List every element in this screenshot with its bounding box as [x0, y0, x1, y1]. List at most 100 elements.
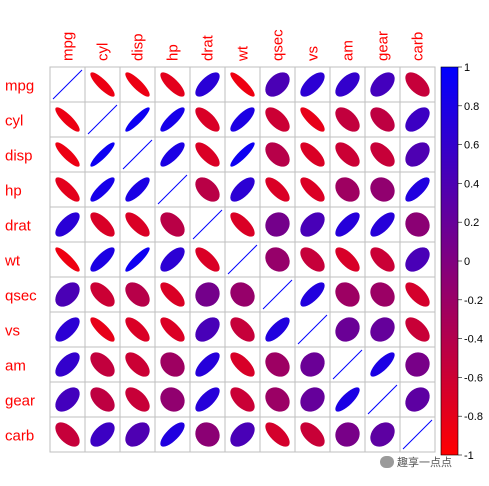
ellipse-carb-vs [300, 422, 325, 447]
ellipse-drat-carb [405, 212, 430, 237]
ellipse-cyl-carb [405, 107, 430, 132]
row-label-vs: vs [5, 323, 20, 340]
ellipse-mpg-drat [195, 72, 220, 97]
ellipse-am-mpg [55, 352, 80, 377]
ellipse-drat-mpg [55, 212, 80, 237]
column-label-drat: drat [200, 34, 217, 61]
ellipse-carb-disp [125, 422, 150, 447]
ellipse-vs-gear [370, 317, 395, 342]
ellipse-wt-cyl [90, 247, 115, 272]
ellipse-drat-hp [160, 212, 185, 237]
legend-tick-label: 0.4 [464, 178, 479, 190]
ellipse-vs-am [335, 317, 360, 342]
ellipse-cyl-gear [370, 107, 395, 132]
ellipse-am-disp [125, 352, 150, 377]
grid-cell [154, 101, 191, 138]
row-label-am: am [5, 358, 26, 375]
column-label-vs: vs [305, 46, 322, 61]
ellipse-wt-carb [405, 247, 430, 272]
ellipse-disp-am [335, 142, 360, 167]
row-label-drat: drat [5, 218, 32, 235]
column-label-gear: gear [375, 31, 392, 61]
ellipse-gear-am [335, 387, 360, 412]
legend-tick-label: -0.8 [464, 411, 483, 423]
diagonal-line [262, 279, 293, 310]
ellipse-carb-am [335, 422, 360, 447]
ellipse-vs-qsec [265, 317, 290, 342]
ellipse-vs-cyl [90, 317, 115, 342]
row-labels: mpg cyl disp hp drat wt qsec vs am gear carb [4, 78, 37, 445]
column-labels: mpg cyl disp hp drat wt qsec vs am gear carb [60, 29, 427, 62]
ellipse-mpg-wt [230, 72, 255, 97]
legend-tick-label: 0.8 [464, 101, 479, 113]
ellipse-gear-wt [230, 387, 255, 412]
row-label-wt: wt [4, 253, 21, 270]
row-label-carb: carb [5, 428, 34, 445]
ellipse-am-wt [230, 352, 255, 377]
ellipse-cyl-disp [125, 107, 150, 132]
ellipse-vs-drat [195, 317, 220, 342]
ellipse-disp-cyl [90, 142, 115, 167]
ellipse-cyl-mpg [55, 107, 80, 132]
ellipse-carb-gear [370, 422, 395, 447]
ellipse-hp-vs [300, 177, 325, 202]
ellipse-wt-hp [160, 247, 185, 272]
ellipse-disp-qsec [265, 142, 290, 167]
ellipse-disp-hp [160, 142, 185, 167]
ellipse-qsec-disp [125, 282, 150, 307]
grid-cell [189, 381, 226, 418]
ellipse-cyl-wt [230, 107, 255, 132]
ellipse-wt-am [335, 247, 360, 272]
ellipse-wt-mpg [55, 247, 80, 272]
diagonal-line [157, 174, 188, 205]
row-label-gear: gear [5, 393, 35, 410]
ellipse-hp-drat [195, 177, 220, 202]
ellipse-hp-mpg [55, 177, 80, 202]
ellipse-vs-wt [230, 317, 255, 342]
column-label-disp: disp [130, 33, 147, 61]
diagonal-line [122, 139, 153, 170]
row-label-cyl: cyl [5, 113, 23, 130]
ellipse-hp-wt [230, 177, 255, 202]
ellipse-drat-am [335, 212, 360, 237]
ellipse-cyl-hp [160, 107, 185, 132]
diagonal-line [332, 349, 363, 380]
ellipse-hp-gear [370, 177, 395, 202]
ellipse-qsec-gear [370, 282, 395, 307]
ellipse-vs-carb [405, 317, 430, 342]
ellipse-carb-qsec [265, 422, 290, 447]
diagonal-line [87, 104, 118, 135]
wechat-icon [380, 456, 394, 468]
ellipse-disp-wt [230, 142, 255, 167]
ellipse-carb-cyl [90, 422, 115, 447]
ellipse-drat-cyl [90, 212, 115, 237]
ellipse-gear-hp [160, 387, 185, 412]
ellipse-carb-hp [160, 422, 185, 447]
ellipse-vs-mpg [55, 317, 80, 342]
ellipse-carb-mpg [55, 422, 80, 447]
ellipse-mpg-hp [160, 72, 185, 97]
ellipse-qsec-vs [300, 282, 325, 307]
ellipse-am-vs [300, 352, 325, 377]
ellipse-mpg-vs [300, 72, 325, 97]
ellipse-qsec-carb [405, 282, 430, 307]
diagonal-line [297, 314, 328, 345]
diagonal-line [227, 244, 258, 275]
ellipse-wt-gear [370, 247, 395, 272]
watermark-text: 趣享一点点 [397, 456, 452, 469]
row-label-mpg: mpg [5, 78, 34, 95]
ellipse-drat-disp [125, 212, 150, 237]
column-label-carb: carb [410, 32, 427, 61]
ellipse-cyl-drat [195, 107, 220, 132]
column-label-wt: wt [235, 45, 252, 62]
ellipse-drat-wt [230, 212, 255, 237]
ellipse-qsec-drat [195, 282, 220, 307]
ellipse-carb-wt [230, 422, 255, 447]
legend-tick-label: -0.6 [464, 372, 483, 384]
column-label-qsec: qsec [270, 29, 287, 61]
legend-tick-label: 0.6 [464, 140, 479, 152]
ellipse-wt-vs [300, 247, 325, 272]
ellipse-mpg-qsec [265, 72, 290, 97]
ellipse-mpg-disp [125, 72, 150, 97]
ellipse-qsec-mpg [55, 282, 80, 307]
